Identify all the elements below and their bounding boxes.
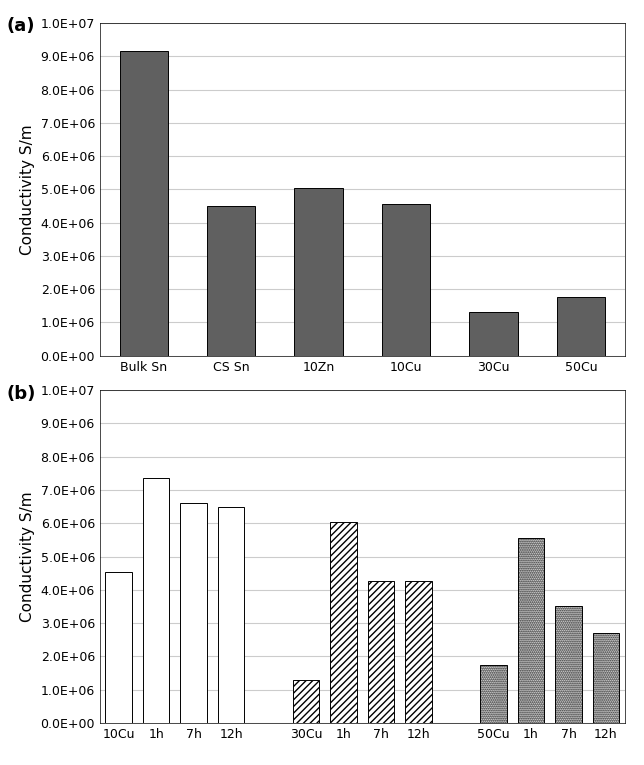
Bar (405, 581, 431, 723)
Bar (593, 633, 619, 723)
Bar (330, 522, 357, 723)
Bar (555, 607, 582, 723)
Bar (180, 503, 207, 723)
Bar (207, 206, 255, 356)
Bar (143, 478, 169, 723)
Bar (557, 298, 605, 356)
Y-axis label: Conductivity S/m: Conductivity S/m (20, 124, 35, 255)
Bar (480, 665, 507, 723)
Bar (368, 581, 394, 723)
Text: (a): (a) (6, 17, 35, 35)
Bar (469, 312, 518, 356)
Bar (294, 187, 343, 356)
Y-axis label: Conductivity S/m: Conductivity S/m (20, 491, 35, 622)
Text: (b): (b) (6, 385, 36, 403)
Bar (382, 204, 430, 356)
Bar (106, 571, 131, 723)
Bar (120, 51, 167, 356)
Bar (293, 679, 319, 723)
Bar (218, 506, 244, 723)
Bar (518, 539, 544, 723)
